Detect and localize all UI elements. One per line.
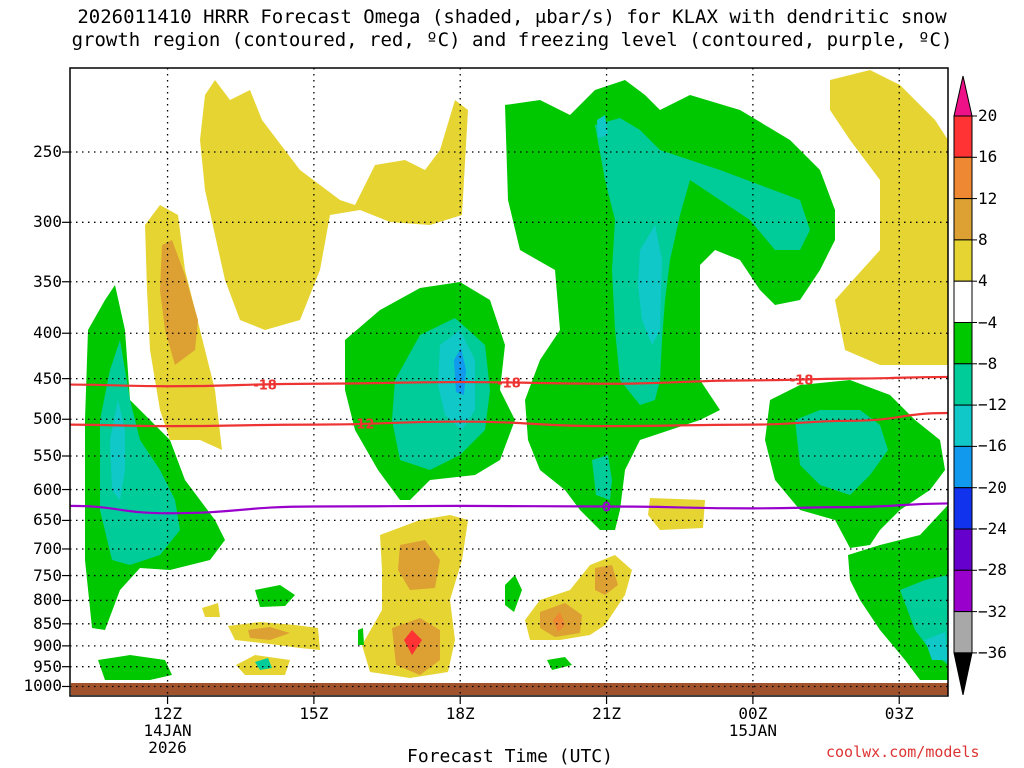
green-region-small-5 (547, 657, 572, 670)
colorbar-swatch (953, 239, 973, 282)
blue-region-center (454, 348, 466, 395)
contour-label: 0 (602, 501, 611, 516)
orange-region-mid-d (595, 565, 618, 595)
contour-label: -12 (351, 418, 375, 433)
plot-frame (69, 67, 949, 697)
yellow-region-right-top (830, 70, 948, 365)
colorbar-top-arrow (953, 75, 973, 117)
colorbar (953, 75, 977, 696)
colorbar-swatch (953, 115, 973, 158)
y-tick-label: 350 (33, 271, 62, 291)
red-region-peak-2 (553, 612, 565, 632)
x-tick-label: 18Z (445, 704, 475, 723)
colorbar-label: −20 (978, 477, 1007, 497)
y-tick-label: 300 (33, 212, 62, 232)
colorbar-label: 20 (978, 106, 998, 125)
ground-strip (71, 683, 948, 695)
colorbar-swatch (953, 487, 973, 530)
y-tick-label: 650 (33, 510, 62, 530)
x-tick-label: 15Z (299, 704, 329, 723)
y-tick-label: 750 (33, 565, 62, 585)
grid-lines (70, 68, 948, 696)
y-axis-ticks (62, 151, 70, 688)
y-tick-label: 500 (33, 409, 62, 429)
colorbar-label: −16 (978, 436, 1007, 456)
colorbar-label: −8 (978, 353, 998, 373)
y-tick-label: 600 (33, 479, 62, 499)
colorbar-label: 16 (978, 147, 998, 167)
orange-region-low (248, 627, 290, 640)
y-tick-label: 900 (33, 635, 62, 655)
y-tick-label: 800 (33, 590, 62, 610)
colorbar-label: 8 (978, 229, 988, 249)
green-region-small-4 (358, 628, 364, 645)
title-line-1: 2026011410 HRRR Forecast Omega (shaded, … (77, 6, 947, 28)
colorbar-swatch (953, 404, 973, 447)
x-axis-ticks (166, 696, 900, 704)
colorbar-label: 4 (978, 271, 988, 291)
colorbar-swatch (953, 611, 973, 654)
y-tick-label: 700 (33, 538, 62, 558)
contour-line (69, 375, 949, 388)
cyan-region-bottom-right (925, 632, 948, 660)
contour-label: -18 (253, 379, 277, 394)
green-region-small-3 (505, 575, 522, 612)
green-region-small-2 (98, 655, 172, 680)
colorbar-swatch (953, 569, 973, 613)
colorbar-bottom-arrow (953, 652, 973, 696)
contour-label: -18 (497, 377, 521, 392)
colorbar-label: −12 (978, 395, 1007, 415)
orange-region-mid-a (398, 540, 440, 590)
x-tick-label: 03Z (884, 704, 914, 723)
y-tick-label: 850 (33, 613, 62, 633)
y-tick-label: 450 (33, 368, 62, 388)
orange-region-left (160, 240, 198, 365)
contour-line (69, 411, 949, 428)
watermark: coolwx.com/models (826, 743, 980, 761)
chart-title: 2026011410 HRRR Forecast Omega (shaded, … (0, 6, 1024, 52)
x-tick-date-label: 14JAN (143, 721, 192, 740)
x-tick-label: 21Z (592, 704, 621, 723)
colorbar-label: 12 (978, 188, 998, 208)
y-tick-label: 1000 (23, 676, 62, 696)
y-tick-label: 950 (33, 656, 62, 676)
yellow-region-mid-a (362, 515, 468, 678)
colorbar-swatch (953, 280, 973, 324)
teal-region-right (795, 410, 888, 495)
colorbar-label: −28 (978, 560, 1007, 580)
yellow-region-top-a (200, 80, 468, 330)
cyan-region-small (597, 115, 608, 138)
colorbar-label: −4 (978, 312, 998, 332)
colorbar-swatch (953, 322, 973, 365)
colorbar-swatch (953, 445, 973, 489)
yellow-region-small-2 (202, 603, 220, 617)
x-tick-label: 12Z (153, 704, 182, 723)
yellow-region-small-1 (648, 498, 705, 530)
colorbar-label: −32 (978, 601, 1007, 621)
y-tick-label: 250 (33, 142, 62, 162)
colorbar-swatch (953, 528, 973, 571)
contour-line (69, 502, 949, 515)
colorbar-label: −36 (978, 642, 1007, 662)
green-region-small-1 (255, 585, 295, 607)
title-line-2: growth region (contoured, red, ºC) and f… (71, 29, 953, 51)
x-tick-date-label: 15JAN (728, 721, 777, 740)
omega-shading (71, 70, 948, 695)
x-axis-title: Forecast Time (UTC) (407, 746, 613, 767)
y-tick-label: 550 (33, 445, 62, 465)
teal-region-small-2 (255, 658, 272, 670)
colorbar-swatch (953, 363, 973, 406)
contour-lines: -18 -18 -18 -12 0 (69, 373, 949, 516)
colorbar-swatch (953, 198, 973, 241)
red-region-peak (404, 630, 422, 655)
colorbar-label: −24 (978, 519, 1007, 538)
contour-label: -18 (790, 373, 814, 388)
x-tick-date-label: 2026 (148, 738, 187, 757)
y-tick-label: 400 (33, 323, 62, 343)
x-tick-label: 00Z (738, 704, 768, 723)
cyan-region-right (638, 225, 662, 345)
colorbar-swatch (953, 156, 973, 200)
